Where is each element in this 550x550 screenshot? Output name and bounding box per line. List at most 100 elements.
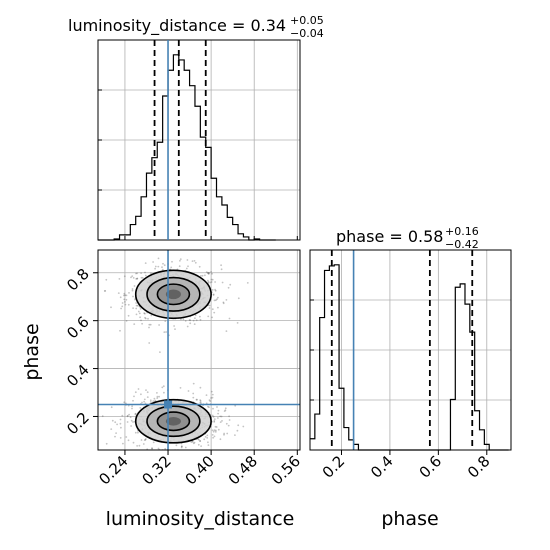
scatter-point [224,409,227,412]
scatter-point [220,415,223,418]
scatter-point [148,323,151,326]
scatter-point [207,405,209,408]
scatter-point [118,278,121,280]
scatter-point [131,275,134,277]
scatter-point [179,258,182,260]
scatter-point [208,304,211,307]
scatter-point [136,277,139,280]
phase-title: phase = 0.58 [336,227,443,246]
scatter-point [176,451,178,453]
scatter-point [214,288,217,291]
scatter-point [194,314,197,317]
scatter-point [229,283,232,286]
scatter-point [115,432,117,434]
scatter-point [222,302,225,305]
scatter-point [174,328,176,330]
scatter-point [161,386,164,389]
scatter-point [124,294,127,297]
scatter-point [207,444,210,446]
scatter-point [153,397,156,400]
scatter-point [200,402,202,404]
scatter-point [215,426,218,428]
scatter-point [144,316,146,319]
scatter-point [156,395,159,398]
scatter-point [208,406,210,409]
scatter-point [234,434,236,436]
scatter-point [210,278,213,281]
scatter-point [208,399,211,401]
scatter-point [199,440,202,442]
scatter-point [192,392,195,395]
scatter-point [236,429,239,432]
scatter-point [199,400,202,402]
scatter-point [170,451,172,453]
scatter-point [210,271,213,273]
scatter-point [144,438,147,441]
scatter-point [146,396,149,398]
scatter-point [187,265,189,268]
scatter-point [222,301,225,304]
scatter-point [125,298,128,301]
scatter-point [206,271,209,274]
scatter-point [223,410,226,412]
scatter-point [122,442,124,445]
scatter-point [130,276,132,279]
scatter-point [201,274,204,277]
scatter-point [143,458,145,460]
scatter-point [242,425,245,428]
y-axis-label-phase: phase [21,323,43,380]
scatter-point [104,290,107,292]
scatter-point [151,447,154,450]
scatter-point [191,260,194,262]
scatter-point [139,316,142,319]
scatter-point [199,315,201,318]
scatter-point [131,289,134,292]
scatter-point [148,342,151,344]
y-tick-label-phase: 0.6 [63,313,93,343]
scatter-point [128,292,130,294]
scatter-point [226,432,229,435]
scatter-point [145,389,147,391]
scatter-point [217,412,220,415]
joint-contents [98,250,300,460]
scatter-point [110,306,112,309]
scatter-point [120,426,122,429]
scatter-point [141,322,144,325]
scatter-point [219,421,222,423]
scatter-point [125,436,128,438]
scatter-point [152,400,155,402]
scatter-point [114,421,117,424]
scatter-point [141,401,143,404]
scatter-point [184,446,187,449]
scatter-point [163,264,166,267]
scatter-point [181,452,183,454]
scatter-point [136,272,139,275]
scatter-point [220,268,223,271]
scatter-point [178,265,181,268]
scatter-point [212,430,215,433]
scatter-point [161,266,163,269]
scatter-point [133,285,136,287]
scatter-point [199,318,202,321]
x-axis-label-luminosity-distance: luminosity_distance [106,508,295,530]
scatter-point [124,301,126,303]
scatter-point [111,419,114,422]
scatter-point [149,401,152,403]
scatter-point [223,433,225,436]
scatter-point [207,273,210,275]
scatter-point [194,261,197,264]
luminosity-distance-histogram-panel [97,39,301,241]
scatter-point [137,431,139,434]
scatter-point [217,306,219,309]
scatter-point [163,391,165,394]
x-tick-label-luminosity-distance: 0.56 [268,452,304,488]
scatter-point [137,388,140,390]
x-tick-label-phase: 0.4 [367,452,397,482]
phase-frame [309,249,512,451]
scatter-point [181,445,183,448]
scatter-point [135,302,138,304]
scatter-point [219,415,222,418]
scatter-point [143,398,146,401]
scatter-point [110,428,113,430]
scatter-point [212,293,215,296]
